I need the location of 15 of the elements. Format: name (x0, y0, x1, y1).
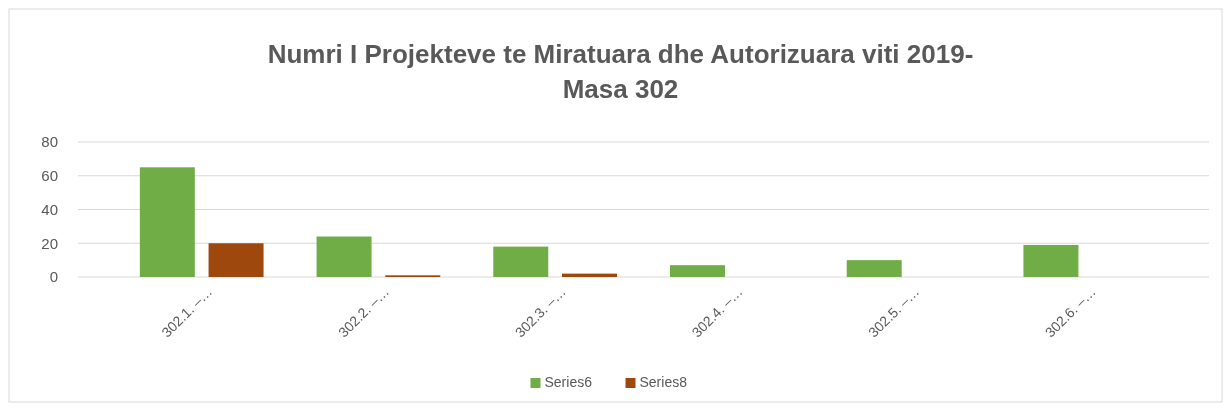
bar (316, 236, 372, 277)
bar (846, 260, 902, 277)
legend-label: Series6 (544, 374, 593, 390)
chart-title: Numri I Projekteve te Miratuara dhe Autorizuara viti 2019-Masa 302 (267, 39, 974, 104)
y-tick-label: 80 (41, 133, 58, 151)
y-tick-label: 60 (41, 167, 58, 184)
y-tick-label: 40 (41, 200, 58, 218)
bar (208, 243, 264, 277)
y-tick-label: 20 (41, 234, 58, 252)
bar (670, 265, 725, 277)
bar (493, 246, 549, 277)
bar (1023, 244, 1079, 277)
bar (139, 167, 195, 277)
y-tick-label: 0 (49, 268, 58, 286)
legend-label: Series8 (639, 374, 688, 390)
